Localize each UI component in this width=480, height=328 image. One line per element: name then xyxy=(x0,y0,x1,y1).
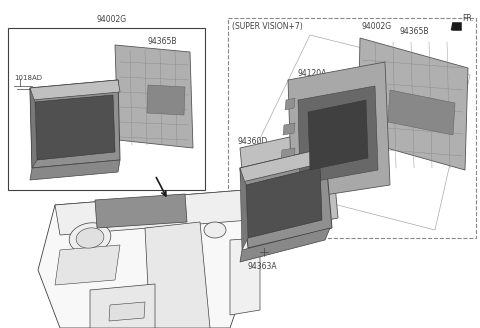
Text: 94002G: 94002G xyxy=(97,15,127,24)
Polygon shape xyxy=(246,167,322,238)
Polygon shape xyxy=(30,88,37,168)
Polygon shape xyxy=(240,228,330,262)
Polygon shape xyxy=(109,302,145,321)
Text: (SUPER VISION+7): (SUPER VISION+7) xyxy=(232,22,303,31)
Polygon shape xyxy=(55,190,250,235)
Ellipse shape xyxy=(204,222,226,238)
Polygon shape xyxy=(298,86,378,184)
Polygon shape xyxy=(90,284,155,328)
Polygon shape xyxy=(35,95,115,160)
Polygon shape xyxy=(285,98,295,110)
Polygon shape xyxy=(283,123,295,135)
Polygon shape xyxy=(38,190,260,328)
Polygon shape xyxy=(145,222,210,328)
Text: 94120A: 94120A xyxy=(298,69,327,78)
Polygon shape xyxy=(115,45,193,148)
Polygon shape xyxy=(240,168,248,250)
Polygon shape xyxy=(30,80,120,168)
Polygon shape xyxy=(452,22,461,30)
Polygon shape xyxy=(95,194,187,228)
Polygon shape xyxy=(240,148,332,248)
Polygon shape xyxy=(388,90,455,135)
Polygon shape xyxy=(358,38,468,170)
Bar xyxy=(8,28,205,190)
Polygon shape xyxy=(147,85,185,115)
Polygon shape xyxy=(308,100,368,170)
Polygon shape xyxy=(30,80,120,100)
Text: FR.: FR. xyxy=(462,14,474,23)
Polygon shape xyxy=(30,160,120,180)
Text: 94365B: 94365B xyxy=(148,37,178,46)
Polygon shape xyxy=(281,148,295,160)
Polygon shape xyxy=(240,128,338,236)
Ellipse shape xyxy=(69,223,111,253)
Text: 94365B: 94365B xyxy=(400,27,430,36)
Ellipse shape xyxy=(76,228,104,248)
Text: 94360D: 94360D xyxy=(238,137,268,146)
Polygon shape xyxy=(230,238,260,315)
Text: 1018AD: 1018AD xyxy=(14,75,42,81)
Text: 94002G: 94002G xyxy=(362,22,392,31)
Bar xyxy=(228,18,476,238)
Polygon shape xyxy=(55,245,120,285)
Polygon shape xyxy=(288,62,390,200)
Text: 94363A: 94363A xyxy=(248,262,277,271)
Polygon shape xyxy=(240,148,327,182)
